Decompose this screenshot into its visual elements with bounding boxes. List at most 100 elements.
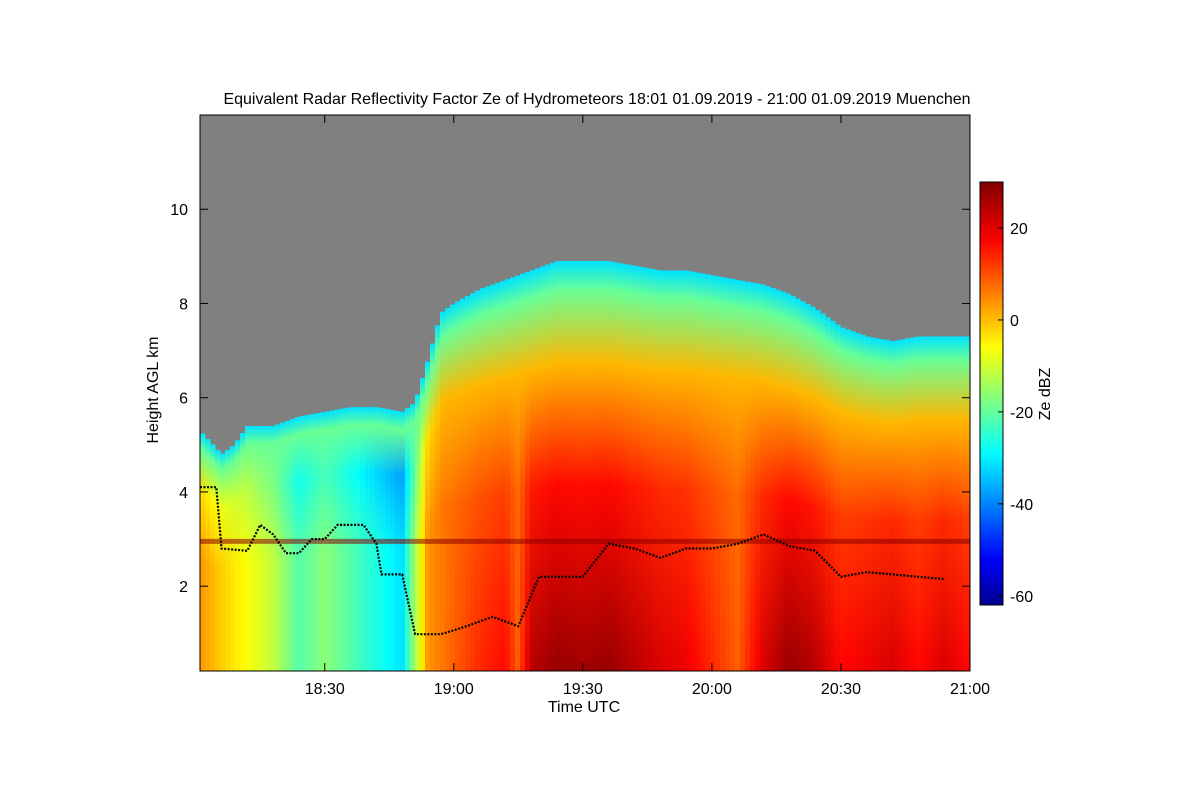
colorbar-tick-label: -40 [1010, 497, 1033, 514]
reflectivity-column [750, 282, 756, 671]
reflectivity-column [550, 262, 556, 671]
reflectivity-column [235, 440, 241, 671]
reflectivity-column [635, 266, 641, 671]
reflectivity-column [530, 270, 536, 671]
reflectivity-column [775, 289, 781, 671]
reflectivity-column [915, 336, 921, 671]
reflectivity-column [625, 264, 631, 671]
reflectivity-column [700, 273, 706, 671]
reflectivity-column [515, 275, 521, 671]
reflectivity-column [505, 279, 511, 671]
reflectivity-column [260, 425, 266, 671]
reflectivity-column [705, 274, 711, 671]
reflectivity-column [535, 268, 541, 671]
reflectivity-column [940, 336, 946, 671]
cloud-base-dots [200, 486, 945, 636]
reflectivity-column [820, 313, 826, 671]
reflectivity-column [950, 336, 956, 671]
reflectivity-column [910, 337, 916, 671]
reflectivity-column [285, 420, 291, 671]
reflectivity-column [605, 261, 611, 671]
reflectivity-column [675, 270, 681, 671]
reflectivity-column [590, 261, 596, 671]
reflectivity-column [880, 339, 886, 671]
reflectivity-column [575, 261, 581, 671]
reflectivity-column [440, 311, 446, 671]
reflectivity-column [570, 261, 576, 671]
reflectivity-column [785, 293, 791, 671]
reflectivity-column [460, 298, 466, 671]
reflectivity-column [410, 404, 416, 671]
reflectivity-column [580, 261, 586, 671]
y-axis-label: Height AGL km [145, 336, 162, 443]
reflectivity-column [615, 262, 621, 671]
reflectivity-column [510, 277, 516, 671]
reflectivity-column [965, 336, 970, 671]
reflectivity-column [640, 267, 646, 671]
reflectivity-column [805, 304, 811, 671]
reflectivity-column [650, 269, 656, 671]
reflectivity-column [465, 295, 471, 671]
reflectivity-column [495, 282, 501, 671]
reflectivity-column [800, 301, 806, 671]
reflectivity-column [905, 338, 911, 671]
y-tick-label: 6 [179, 391, 188, 408]
reflectivity-column [725, 278, 731, 671]
colorbar-tick-label: 0 [1010, 313, 1019, 330]
reflectivity-column [220, 453, 226, 671]
x-tick-label: 19:00 [434, 681, 474, 698]
reflectivity-column [480, 288, 486, 671]
reflectivity-column [690, 271, 696, 671]
reflectivity-column [200, 433, 206, 671]
reflectivity-column [230, 446, 236, 671]
colorbar-tick-label: -60 [1010, 589, 1033, 606]
reflectivity-column [500, 280, 506, 671]
reflectivity-column [680, 270, 686, 671]
reflectivity-column [945, 336, 951, 671]
reflectivity-column [845, 329, 851, 671]
y-axis: 2 4 6 8 10 [170, 202, 970, 596]
reflectivity-column [780, 291, 786, 671]
reflectivity-column [290, 418, 296, 671]
reflectivity-column [445, 308, 451, 671]
reflectivity-column [870, 337, 876, 671]
reflectivity-column [660, 270, 666, 671]
reflectivity-column [620, 263, 626, 671]
reflectivity-column [560, 261, 566, 671]
x-axis-label: Time UTC [548, 699, 620, 716]
reflectivity-column [275, 424, 281, 671]
reflectivity-column [840, 327, 846, 671]
reflectivity-column [895, 340, 901, 671]
reflectivity-column [205, 438, 211, 671]
reflectivity-column [555, 261, 561, 671]
reflectivity-column [740, 280, 746, 671]
y-tick-label: 2 [179, 579, 188, 596]
reflectivity-column [585, 261, 591, 671]
reflectivity-column [520, 273, 526, 671]
reflectivity-column [270, 425, 276, 671]
reflectivity-column [695, 272, 701, 671]
reflectivity-column [745, 281, 751, 671]
reflectivity-column [875, 338, 881, 671]
x-tick-label: 18:30 [305, 681, 345, 698]
reflectivity-column [685, 270, 691, 671]
reflectivity-column [790, 295, 796, 671]
reflectivity-column [925, 336, 931, 671]
reflectivity-column [835, 324, 841, 671]
colorbar [979, 181, 1004, 606]
reflectivity-column [860, 334, 866, 671]
reflectivity-column [825, 317, 831, 671]
reflectivity-column [225, 449, 231, 671]
reflectivity-column [890, 341, 896, 671]
y-tick-label: 10 [170, 202, 188, 219]
reflectivity-column [255, 425, 261, 671]
reflectivity-column [450, 304, 456, 671]
reflectivity-column [250, 425, 256, 671]
reflectivity-column [295, 417, 301, 671]
chart-title: Equivalent Radar Reflectivity Factor Ze … [223, 91, 970, 108]
reflectivity-column [600, 261, 606, 671]
reflectivity-column [935, 336, 941, 671]
reflectivity-column [430, 343, 436, 671]
reflectivity-column [755, 283, 761, 671]
